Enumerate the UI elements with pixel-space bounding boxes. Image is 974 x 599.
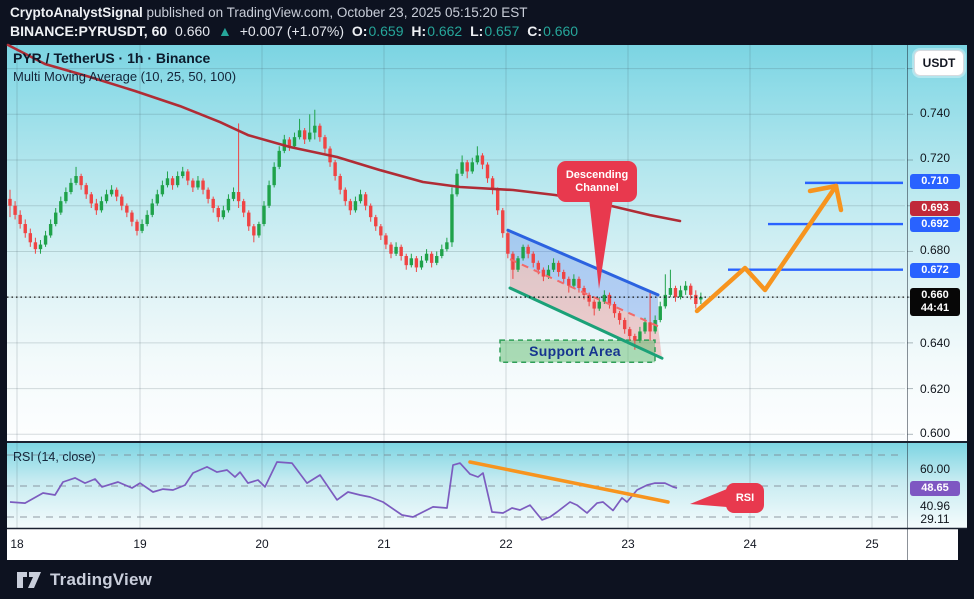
chart-title: PYR / TetherUS · 1h · Binance xyxy=(13,50,211,66)
bar-countdown: 44:41 xyxy=(920,302,950,314)
price-scale-label: 0.640 xyxy=(919,336,951,350)
footer: TradingView xyxy=(0,560,974,599)
open-value: 0.659 xyxy=(368,23,404,39)
tradingview-logo-icon[interactable] xyxy=(16,569,42,591)
rsi-callout[interactable]: RSI xyxy=(726,483,764,513)
indicator-legend: Multi Moving Average (10, 25, 50, 100) xyxy=(13,69,237,84)
last-price: 0.660 xyxy=(175,23,211,39)
close-label: C: xyxy=(527,23,543,39)
time-axis-label[interactable]: 25 xyxy=(865,537,879,551)
price-scale-label: 0.740 xyxy=(919,106,951,120)
price-scale-label: 0.600 xyxy=(919,426,951,440)
close-value: 0.660 xyxy=(543,23,579,39)
descending-channel-label-2: Channel xyxy=(575,181,619,194)
currency-toggle-button[interactable]: USDT xyxy=(914,50,964,76)
rsi-pane[interactable] xyxy=(7,442,967,528)
descending-channel-label-1: Descending xyxy=(565,168,629,181)
time-axis-label[interactable]: 24 xyxy=(743,537,757,551)
time-axis-label[interactable]: 19 xyxy=(133,537,147,551)
rsi-scale-label: 29.11 xyxy=(920,512,950,526)
price-level-badge: 0.693 xyxy=(910,200,960,216)
price-scale-label: 0.680 xyxy=(919,243,951,257)
symbol-status-line: BINANCE:PYRUSDT, 60 0.660 ▲ +0.007 (+1.0… xyxy=(10,21,582,41)
rsi-legend: RSI (14, close) xyxy=(13,450,96,464)
time-axis-label[interactable]: 18 xyxy=(10,537,24,551)
price-change: +0.007 (+1.07%) xyxy=(239,23,345,39)
low-label: L: xyxy=(470,23,484,39)
publish-info: published on TradingView.com, October 23… xyxy=(142,5,528,20)
time-axis-label[interactable]: 23 xyxy=(621,537,635,551)
high-value: 0.662 xyxy=(427,23,463,39)
publish-byline: CryptoAnalystSignal published on Trading… xyxy=(10,3,528,22)
low-value: 0.657 xyxy=(484,23,520,39)
descending-channel-callout[interactable]: Descending Channel xyxy=(557,161,637,202)
high-label: H: xyxy=(411,23,427,39)
symbol-name: BINANCE:PYRUSDT, 60 xyxy=(10,23,168,39)
time-axis-label[interactable]: 20 xyxy=(255,537,269,551)
price-scale-label: 0.620 xyxy=(919,382,951,396)
up-arrow-icon: ▲ xyxy=(217,23,232,39)
rsi-scale-label: 60.00 xyxy=(919,462,951,476)
open-label: O: xyxy=(351,23,368,39)
last-price-badge: 0.660 44:41 xyxy=(910,288,960,316)
last-price-value: 0.660 xyxy=(921,289,949,301)
main-chart-pane[interactable] xyxy=(7,45,967,442)
time-axis[interactable] xyxy=(7,528,958,560)
tradingview-wordmark[interactable]: TradingView xyxy=(50,569,153,589)
author-name: CryptoAnalystSignal xyxy=(10,5,143,20)
time-axis-label[interactable]: 22 xyxy=(499,537,513,551)
support-area-label: Support Area xyxy=(529,343,621,359)
time-axis-label[interactable]: 21 xyxy=(377,537,391,551)
price-level-badge: 0.672 xyxy=(910,262,960,278)
price-level-badge: 0.710 xyxy=(910,173,960,189)
price-level-badge: 48.65 xyxy=(910,480,960,496)
price-level-badge: 0.692 xyxy=(910,216,960,232)
price-scale-label: 0.720 xyxy=(919,151,951,165)
rsi-scale-label: 40.96 xyxy=(919,499,951,513)
